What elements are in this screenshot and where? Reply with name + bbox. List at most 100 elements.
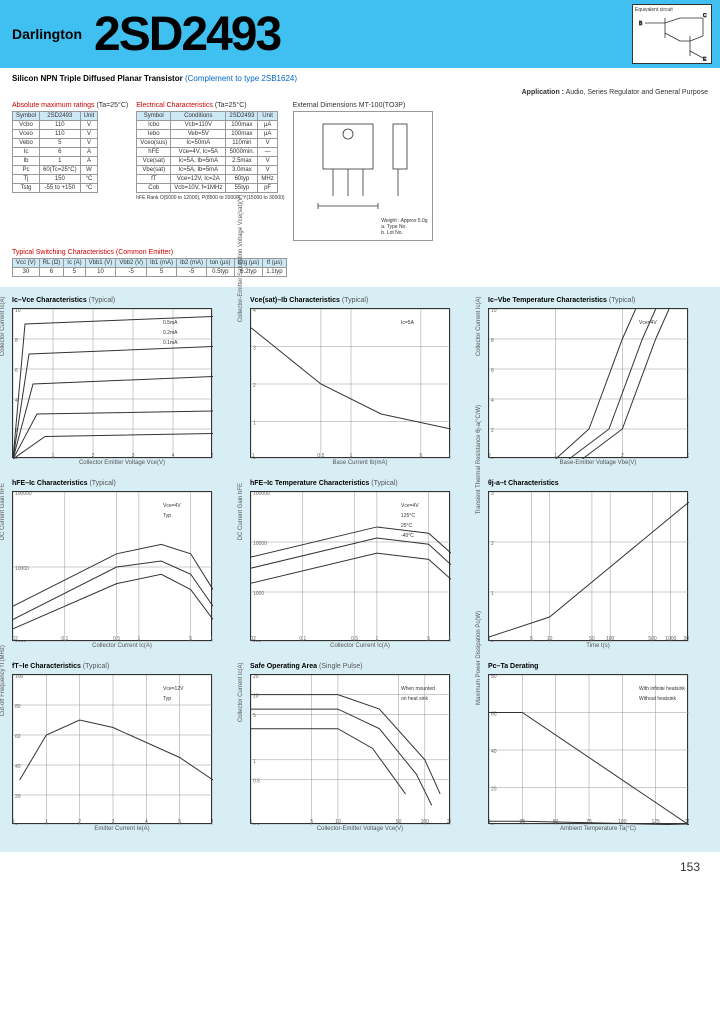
chart-title: Vce(sat)–Ib Characteristics (Typical) <box>250 297 470 304</box>
svg-text:0.5: 0.5 <box>113 636 120 642</box>
chart-ylabel: Collector Current Ic(A) <box>476 296 482 356</box>
header-banner: Darlington 2SD2493 Equivalent circuit BC… <box>0 0 720 68</box>
svg-text:6: 6 <box>212 819 213 825</box>
svg-text:100000: 100000 <box>15 492 32 497</box>
svg-text:Vce=12V: Vce=12V <box>163 686 184 692</box>
svg-text:on heat sink: on heat sink <box>401 696 428 702</box>
chart-title: Safe Operating Area (Single Pulse) <box>250 663 470 670</box>
abs-max-cond: (Ta=25°C) <box>96 102 128 109</box>
svg-text:-40°C: -40°C <box>401 533 414 539</box>
elec-section: Electrical Characteristics (Ta=25°C) Sym… <box>136 102 284 241</box>
svg-text:500: 500 <box>648 636 657 642</box>
table-row: Vceo110V <box>13 130 98 139</box>
chart-xlabel: Collector Emitter Voltage Vce(V) <box>12 460 232 466</box>
svg-text:40: 40 <box>15 764 21 770</box>
chart-ylabel: Maximum Power Dissipation Pc(W) <box>476 611 482 705</box>
svg-text:5: 5 <box>253 713 256 719</box>
chart-plot: 0255075100125150020406080With infinite h… <box>488 674 688 824</box>
svg-text:Ic=5A: Ic=5A <box>401 320 415 326</box>
chart-title: θj-a–t Characteristics <box>488 480 708 487</box>
table-row: Ib1A <box>13 157 98 166</box>
svg-text:Typ: Typ <box>163 513 171 519</box>
svg-text:E: E <box>703 57 707 61</box>
svg-text:0.5: 0.5 <box>317 453 324 459</box>
svg-text:200: 200 <box>447 819 451 825</box>
svg-text:2: 2 <box>491 428 494 434</box>
svg-text:2: 2 <box>253 383 256 389</box>
page-number: 153 <box>0 852 720 882</box>
svg-text:20: 20 <box>491 787 497 793</box>
table-header: Symbol <box>13 112 40 121</box>
svg-text:3: 3 <box>253 346 256 352</box>
svg-text:4: 4 <box>172 453 175 459</box>
svg-text:1: 1 <box>253 759 256 765</box>
svg-text:0: 0 <box>15 824 18 825</box>
svg-text:0.1: 0.1 <box>253 824 260 825</box>
equivalent-circuit-box: Equivalent circuit BC E <box>632 4 712 64</box>
chart-xlabel: Collector Current Ic(A) <box>12 643 232 649</box>
table-row: Vce(sat)Ic=5A, Ib=5mA2.5maxV <box>137 157 278 166</box>
table-row: Vebo5V <box>13 139 98 148</box>
svg-text:4: 4 <box>145 819 148 825</box>
chart-plot: 01234502468100.5mA0.2mA0.1mACollector Cu… <box>12 308 212 458</box>
svg-text:0.5: 0.5 <box>351 636 358 642</box>
chart-ylabel: Collector-Emitter Saturation Voltage Vce… <box>238 195 244 322</box>
table-header: Vbb1 (V) <box>85 259 116 268</box>
svg-text:80: 80 <box>491 675 497 680</box>
chart: Ic–Vbe Temperature Characteristics (Typi… <box>488 297 708 466</box>
svg-text:4: 4 <box>491 398 494 404</box>
chart-plot: 0.020.10.51510100010000100000Vce=4VTypDC… <box>12 491 212 641</box>
chart-xlabel: Emitter Current Ie(A) <box>12 826 232 832</box>
svg-text:5: 5 <box>530 636 533 642</box>
svg-text:20: 20 <box>15 794 21 800</box>
svg-text:10: 10 <box>547 636 553 642</box>
switching-title: Typical Switching Characteristics (Commo… <box>12 249 708 256</box>
svg-text:100: 100 <box>421 819 430 825</box>
table-header: RL (Ω) <box>39 259 64 268</box>
svg-text:B: B <box>639 21 643 27</box>
table-header: Conditions <box>171 112 226 121</box>
svg-text:100: 100 <box>618 819 627 825</box>
chart: fT–Ie Characteristics (Typical)012345602… <box>12 663 232 832</box>
svg-text:100000: 100000 <box>253 492 270 497</box>
svg-text:8: 8 <box>15 338 18 344</box>
switching-section: Typical Switching Characteristics (Commo… <box>0 245 720 281</box>
table-row: fTVce=12V, Ic=2A60typMHz <box>137 175 278 184</box>
application-label: Application : <box>522 89 564 96</box>
svg-text:5: 5 <box>427 636 430 642</box>
chart-title: Ic–Vce Characteristics (Typical) <box>12 297 232 304</box>
svg-text:0: 0 <box>491 824 494 825</box>
svg-text:1: 1 <box>491 591 494 597</box>
elec-title: Electrical Characteristics <box>136 102 213 109</box>
svg-text:50: 50 <box>589 636 595 642</box>
svg-text:3: 3 <box>491 492 494 497</box>
svg-text:0.5mA: 0.5mA <box>163 320 178 326</box>
svg-text:With infinite heatsink: With infinite heatsink <box>639 686 685 692</box>
abs-max-section: Absolute maximum ratings (Ta=25°C) Symbo… <box>12 102 128 241</box>
chart-ylabel: DC Current Gain hFE <box>0 483 6 540</box>
tables-row: Absolute maximum ratings (Ta=25°C) Symbo… <box>0 98 720 245</box>
chart-title: fT–Ie Characteristics (Typical) <box>12 663 232 670</box>
svg-text:100: 100 <box>15 675 24 680</box>
svg-text:100: 100 <box>253 641 262 642</box>
svg-text:125°C: 125°C <box>401 513 415 519</box>
svg-text:1000: 1000 <box>253 591 264 597</box>
svg-text:1: 1 <box>253 421 256 427</box>
svg-text:Typ: Typ <box>163 696 171 702</box>
svg-text:2: 2 <box>78 819 81 825</box>
chart-xlabel: Collector Current Ic(A) <box>250 643 470 649</box>
chart-ylabel: Transient Thermal Resistance θj-a(°C/W) <box>476 405 482 514</box>
svg-text:10000: 10000 <box>15 566 29 572</box>
svg-text:0.1: 0.1 <box>299 636 306 642</box>
svg-text:0.2mA: 0.2mA <box>163 330 178 336</box>
svg-text:50: 50 <box>396 819 402 825</box>
svg-text:10: 10 <box>210 636 213 642</box>
table-row: Tstg-55 to +150°C <box>13 184 98 193</box>
chart: Pc–Ta Derating 0255075100125150020406080… <box>488 663 708 832</box>
svg-text:0.1mA: 0.1mA <box>163 340 178 346</box>
svg-text:Vce=4V: Vce=4V <box>401 503 419 509</box>
application-line: Application : Audio, Series Regulator an… <box>0 87 720 98</box>
table-row: Pc60(Tc=25°C)W <box>13 166 98 175</box>
table-header: Unit <box>80 112 98 121</box>
svg-text:3: 3 <box>688 453 689 459</box>
